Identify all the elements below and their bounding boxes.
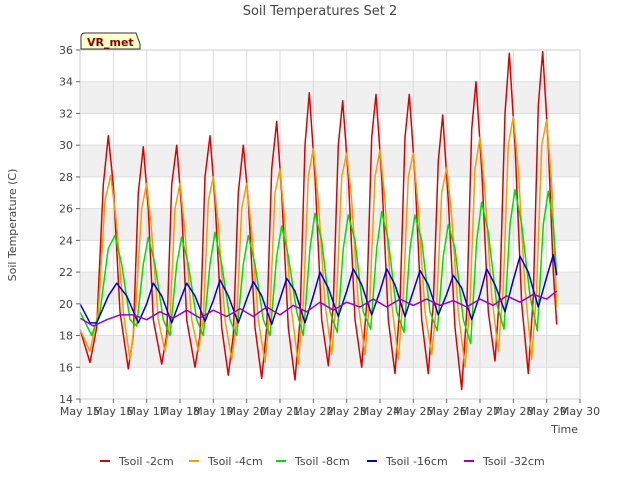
legend-label: Tsoil -8cm [294, 455, 350, 468]
x-tick-label: May 18 [160, 405, 200, 418]
y-axis-label: Soil Temperature (C) [6, 169, 19, 282]
legend-label: Tsoil -4cm [207, 455, 263, 468]
series-line-tsoil-32cm [79, 290, 558, 327]
series-line-tsoil-16cm [79, 253, 558, 326]
legend-item: Tsoil -32cm [464, 455, 545, 468]
y-tick-label: 26 [59, 203, 73, 216]
legend-item: Tsoil -4cm [189, 455, 263, 468]
x-tick-label: May 19 [193, 405, 233, 418]
y-tick-label: 18 [59, 330, 73, 343]
legend-label: Tsoil -2cm [118, 455, 174, 468]
x-tick-label: May 26 [427, 405, 467, 418]
chart-title: Soil Temperatures Set 2 [243, 4, 398, 19]
x-tick-label: May 15 [60, 405, 100, 418]
legend-item: Tsoil -2cm [100, 455, 174, 468]
x-tick-label: May 17 [127, 405, 167, 418]
legend-label: Tsoil -32cm [482, 455, 545, 468]
y-tick-label: 22 [59, 266, 73, 279]
annotation-label: VR_met [87, 36, 134, 49]
x-tick-label: May 30 [560, 405, 600, 418]
x-tick-label: May 16 [93, 405, 133, 418]
x-tick-label: May 23 [327, 405, 367, 418]
y-tick-label: 16 [59, 361, 73, 374]
legend: Tsoil -2cm Tsoil -4cm Tsoil -8cm Tsoil -16c… [100, 455, 545, 468]
background-band [80, 145, 580, 177]
y-tick-label: 36 [59, 44, 73, 57]
x-tick-label: May 21 [260, 405, 300, 418]
plot-frame [79, 49, 581, 400]
y-tick-label: 34 [59, 76, 73, 89]
x-tick-label: May 28 [493, 405, 533, 418]
x-tick-label: May 25 [393, 405, 433, 418]
y-axis: 14 16 18 20 22 24 26 28 30 32 34 36 [59, 44, 80, 406]
y-tick-label: 30 [59, 139, 73, 152]
y-tick-label: 24 [59, 234, 73, 247]
y-tick-label: 28 [59, 171, 73, 184]
legend-item: Tsoil -16cm [367, 455, 448, 468]
x-tick-label: May 22 [293, 405, 333, 418]
legend-label: Tsoil -16cm [385, 455, 448, 468]
series-line-tsoil-8cm [79, 188, 558, 345]
x-axis-label: Time [550, 423, 578, 436]
series-lines [79, 50, 558, 391]
annotation-box: VR_met [80, 32, 141, 50]
y-tick-label: 14 [59, 393, 73, 406]
x-tick-label: May 24 [360, 405, 400, 418]
x-tick-label: May 29 [527, 405, 567, 418]
x-tick-label: May 27 [460, 405, 500, 418]
y-tick-label: 20 [59, 298, 73, 311]
background-band [80, 81, 580, 114]
x-tick-label: May 20 [227, 405, 267, 418]
y-tick-label: 32 [59, 107, 73, 120]
legend-item: Tsoil -8cm [276, 455, 350, 468]
background-band [80, 208, 580, 241]
